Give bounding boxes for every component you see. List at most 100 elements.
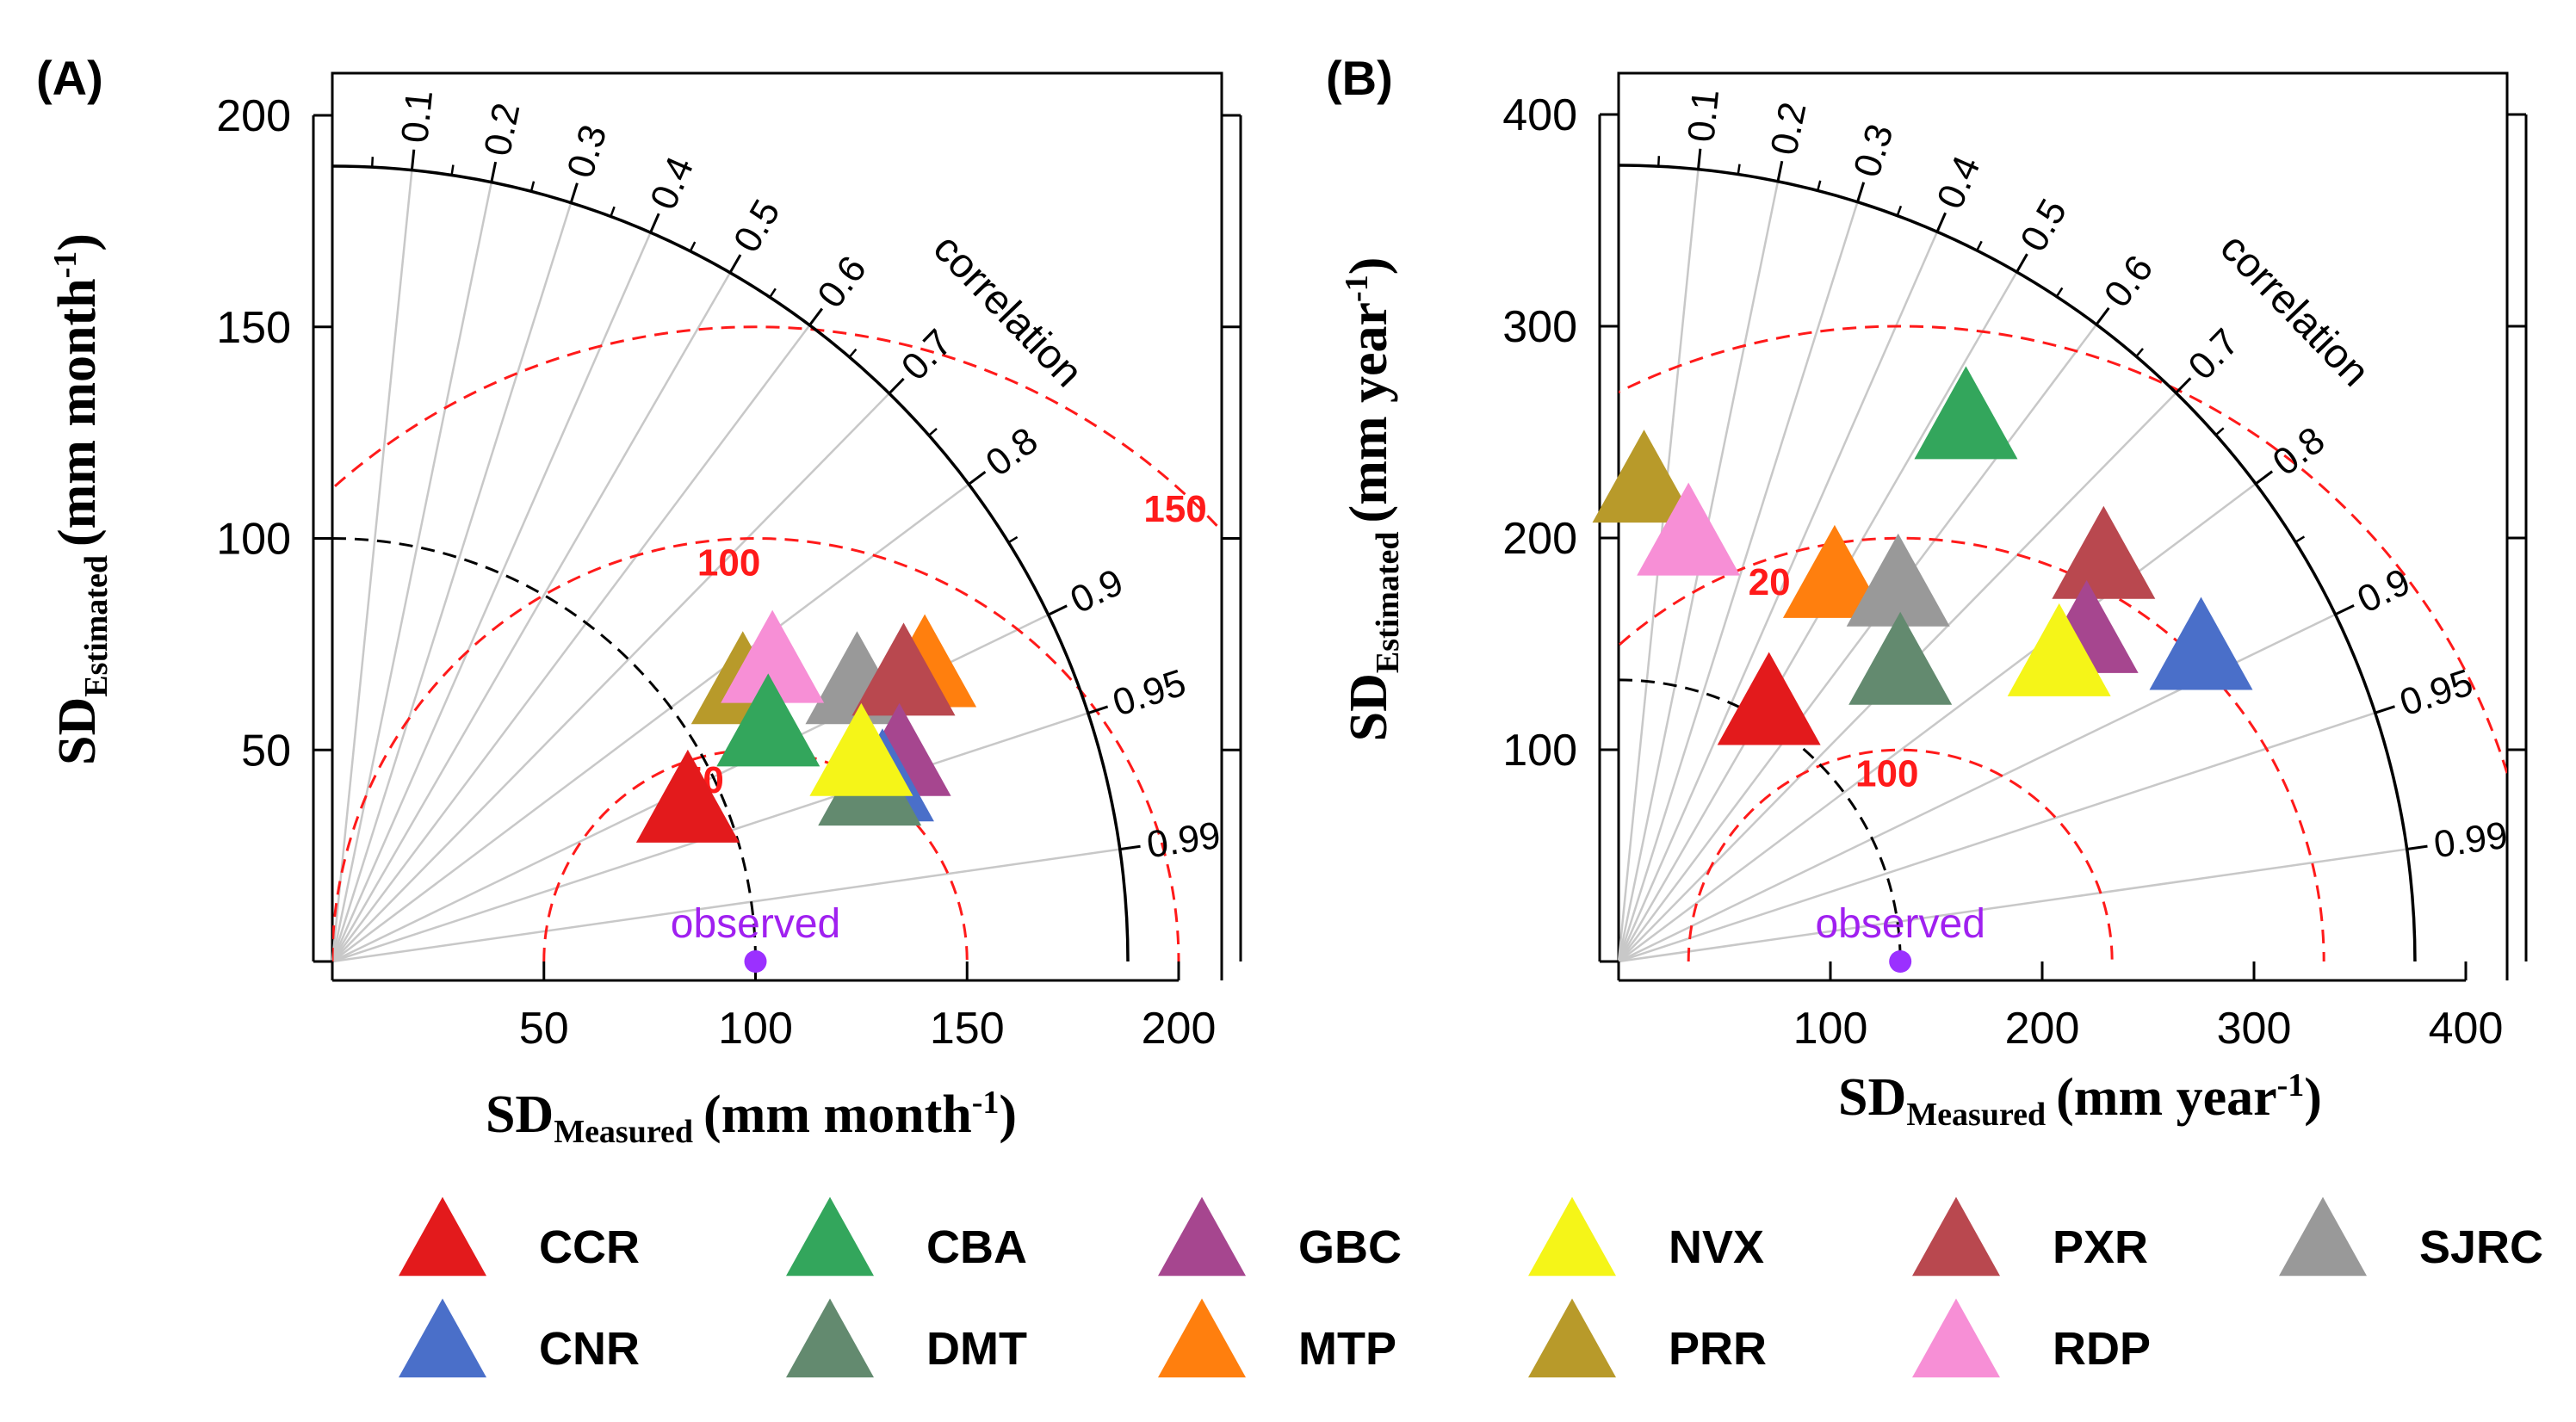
correlation-minor-tick (450, 164, 455, 176)
x-tick-label: 100 (1793, 1004, 1868, 1054)
x-axis-label-sub: Measured (554, 1114, 693, 1150)
observed-point (744, 950, 767, 973)
x-tick-label: 300 (2217, 1004, 2292, 1054)
correlation-minor-tick (610, 206, 616, 217)
correlation-tick (728, 254, 742, 274)
correlation-tick (649, 213, 660, 233)
plot-frame (331, 71, 1223, 961)
correlation-tick-label: 0.7 (2180, 321, 2247, 388)
legend-label-gbc: GBC (1298, 1221, 1402, 1273)
legend-marker-prr (1528, 1298, 1616, 1378)
correlation-ray (1618, 324, 2097, 962)
correlation-minor-tick (2214, 427, 2225, 436)
legend-label-sjrc: SJRC (2419, 1221, 2543, 1273)
correlation-tick-label: 0.95 (1108, 661, 1192, 724)
correlation-tick-label: 0.2 (476, 99, 528, 159)
point-rdp (1637, 482, 1741, 576)
correlation-ray (331, 182, 493, 962)
correlation-tick (2175, 377, 2192, 394)
correlation-tick (490, 161, 498, 182)
legend-marker-gbc (1158, 1196, 1246, 1277)
correlation-minor-tick (1656, 156, 1661, 167)
point-sjrc (1846, 533, 1950, 627)
legend-marker-pxr (1912, 1196, 2000, 1277)
legend-marker-cba (786, 1196, 874, 1277)
x-axis-label: SDMeasured (mm year-1) (1838, 1067, 2322, 1133)
x-tick-label: 200 (2005, 1004, 2080, 1054)
observed-label: observed (671, 901, 840, 947)
correlation-ray (1617, 201, 1859, 962)
point-prr (1592, 430, 1696, 523)
correlation-minor-tick (529, 181, 536, 192)
correlation-tick-label: 0.5 (2012, 192, 2075, 258)
x-axis-label-unit: (mm year (2056, 1068, 2276, 1127)
legend-label-nvx: NVX (1669, 1221, 1764, 1273)
y-axis-label: SDEstimated (mm month-1) (47, 233, 115, 765)
correlation-tick (2406, 844, 2428, 851)
rms-contour-label: 150 (1143, 488, 1206, 530)
correlation-minor-tick (928, 427, 938, 436)
panel-b: 0.1 0.2 0.3 0.4 0.5 0.6 0.7 0.8 0.9 0.95 0.99 corre… (1326, 51, 2528, 1133)
point-nvx (809, 702, 913, 796)
correlation-tick-label: 0.6 (2096, 248, 2162, 315)
correlation-tick (1776, 160, 1784, 182)
legend-marker-cnr (399, 1298, 486, 1378)
y-axis-label-sup: -1 (47, 251, 84, 279)
correlation-minor-tick (2375, 708, 2386, 714)
correlation-tick (1119, 844, 1141, 851)
rms-contours (332, 325, 1222, 961)
correlation-axis-label: correlation (925, 226, 1092, 396)
correlation-tick-label: 0.6 (809, 249, 875, 316)
correlation-tick (1047, 604, 1068, 616)
rms-contour-label: 0 (1455, 501, 1476, 543)
correlation-ray (331, 272, 732, 962)
correlation-tick-label: 0.95 (2394, 661, 2478, 724)
point-cba (716, 673, 820, 767)
correlation-minor-tick (1896, 205, 1903, 216)
legend-label-cnr: CNR (539, 1323, 640, 1375)
correlation-tick (1697, 148, 1702, 170)
correlation-tick-label: 0.99 (2431, 814, 2511, 867)
correlation-tick-label: 0.8 (2265, 419, 2332, 485)
legend: CCR CBA GBC NVX PXR SJRC CNR DMT MTP PRR RDP (399, 1196, 2543, 1378)
correlation-tick-label: 0.9 (1064, 561, 1130, 622)
point-cnr (2149, 597, 2253, 690)
correlation-tick (2095, 306, 2110, 325)
rms-contour (332, 325, 1222, 534)
correlation-tick (2016, 253, 2028, 273)
y-tick-label: 150 (216, 303, 291, 353)
y-tick-label: 100 (1502, 726, 1577, 776)
observed-point (1889, 950, 1912, 973)
x-tick-label: 400 (2429, 1004, 2504, 1054)
correlation-minor-tick (1817, 180, 1822, 191)
y-axis-label-close: ) (1340, 257, 1398, 275)
correlation-tick (1935, 212, 1947, 232)
correlation-minor-tick (2294, 535, 2306, 543)
correlation-minor-tick (848, 348, 858, 358)
point-mtp (1782, 524, 1886, 618)
correlation-minor-tick (1087, 708, 1099, 714)
correlation-tick-label: 0.8 (978, 419, 1045, 485)
correlation-ray (1618, 711, 2376, 963)
legend-marker-dmt (786, 1298, 874, 1378)
x-axis-label: SDMeasured (mm month-1) (486, 1085, 1017, 1150)
y-axis-label-sub: Estimated (78, 555, 115, 697)
correlation-tick (410, 149, 416, 170)
legend-label-cba: CBA (926, 1221, 1027, 1273)
y-axis-label-unit: (mm year (1340, 302, 1398, 522)
correlation-tick (1856, 182, 1866, 203)
correlation-minor-tick (2135, 348, 2144, 357)
correlation-minor-tick (1737, 164, 1741, 175)
correlation-tick-label: 0.4 (1929, 150, 1988, 215)
y-axis-label-close: ) (48, 233, 107, 251)
correlation-ray (1618, 848, 2407, 963)
correlation-minor-tick (1007, 535, 1019, 544)
y-tick-label: 50 (241, 726, 291, 776)
x-tick-label: 100 (718, 1004, 793, 1054)
x-axis-label-sup: -1 (972, 1085, 1000, 1121)
legend-marker-nvx (1528, 1196, 1616, 1277)
correlation-tick-label: 0.1 (393, 88, 441, 145)
y-axis-label-sub: Estimated (1370, 531, 1406, 673)
point-dmt (1848, 611, 1953, 705)
